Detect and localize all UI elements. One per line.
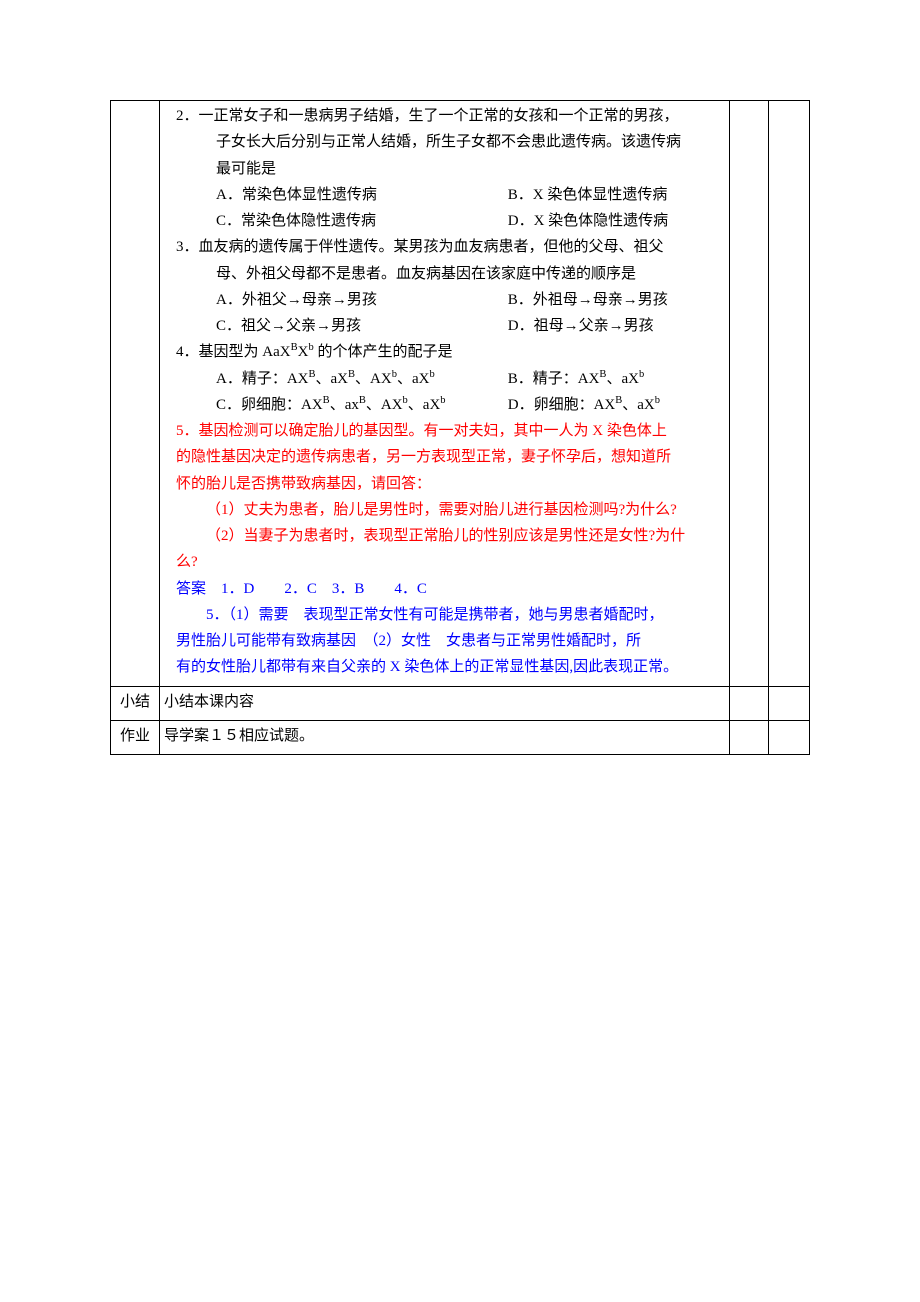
q2-option-c: C．常染色体隐性遗传病: [216, 208, 504, 234]
q4-c-s4: b: [440, 395, 445, 406]
q2-option-b: B．X 染色体显性遗传病: [508, 187, 668, 203]
q4-d-s2: b: [655, 395, 660, 406]
q4-a-m1: 、aX: [316, 371, 349, 387]
q3-option-d: D．祖母→父亲→男孩: [508, 318, 654, 334]
q4-d-pre: D．卵细胞：AX: [508, 397, 616, 413]
q4-b-m1: 、aX: [606, 371, 639, 387]
q4-options-row1: A．精子：AXB、aXB、AXb、aXb B．精子：AXB、aXb: [176, 366, 725, 392]
q4-stem: 4．基因型为 AaXBXb 的个体产生的配子是: [176, 339, 725, 365]
question-3: 3．血友病的遗传属于伴性遗传。某男孩为血友病患者，但他的父母、祖父 母、外祖父母…: [164, 234, 725, 339]
row3-extra1: [730, 720, 769, 754]
q3-option-b: B．外祖母→母亲→男孩: [508, 292, 668, 308]
answers-line3: 男性胎儿可能带有致病基因 （2）女性 女患者与正常男性婚配时，所: [176, 628, 725, 654]
homework-content: 导学案１５相应试题。: [160, 720, 730, 754]
q3-option-a: A．外祖父→母亲→男孩: [216, 287, 504, 313]
question-2: 2．一正常女子和一患病男子结婚，生了一个正常的女孩和一个正常的男孩， 子女长大后…: [164, 103, 725, 234]
q3-options-row1: A．外祖父→母亲→男孩 B．外祖母→母亲→男孩: [176, 287, 725, 313]
q2-options-row2: C．常染色体隐性遗传病 D．X 染色体隐性遗传病: [176, 208, 725, 234]
q4-option-a: A．精子：AXB、aXB、AXb、aXb: [216, 366, 504, 392]
q4-option-b: B．精子：AXB、aXb: [508, 371, 644, 387]
answers-line4: 有的女性胎儿都带有来自父亲的 X 染色体上的正常显性基因,因此表现正常。: [176, 654, 725, 680]
q3-stem-line1: 3．血友病的遗传属于伴性遗传。某男孩为血友病患者，但他的父母、祖父: [176, 234, 725, 260]
q4-c-s2: B: [359, 395, 366, 406]
homework-label: 作业: [111, 720, 160, 754]
q2-stem-line3: 最可能是: [176, 156, 725, 182]
q4-c-s1: B: [323, 395, 330, 406]
q4-option-d: D．卵细胞：AXB、aXb: [508, 397, 660, 413]
row2-extra2: [769, 686, 810, 720]
q3-stem-line2: 母、外祖父母都不是患者。血友病基因在该家庭中传递的顺序是: [176, 261, 725, 287]
answers-block: 答案 1．D 2．C 3．B 4．C 5．（1）需要 表现型正常女性有可能是携带…: [164, 576, 725, 681]
row3-extra2: [769, 720, 810, 754]
q4-b-s2: b: [639, 369, 644, 380]
q2-option-d: D．X 染色体隐性遗传病: [508, 213, 668, 229]
q5-line4: （1）丈夫为患者，胎儿是男性时，需要对胎儿进行基因检测吗?为什么?: [176, 497, 725, 523]
q3-options-row2: C．祖父→父亲→男孩 D．祖母→父亲→男孩: [176, 313, 725, 339]
summary-label: 小结: [111, 686, 160, 720]
q2-stem-line2: 子女长大后分别与正常人结婚，所生子女都不会患此遗传病。该遗传病: [176, 129, 725, 155]
question-5: 5．基因检测可以确定胎儿的基因型。有一对夫妇，其中一人为 X 染色体上 的隐性基…: [164, 418, 725, 576]
q5-line6: 么?: [176, 549, 725, 575]
q4-a-s3: b: [392, 369, 397, 380]
q5-line1: 5．基因检测可以确定胎儿的基因型。有一对夫妇，其中一人为 X 染色体上: [176, 418, 725, 444]
answers-line1: 答案 1．D 2．C 3．B 4．C: [176, 576, 725, 602]
row1-label-cell: [111, 101, 160, 687]
q4-sup1: B: [291, 342, 298, 353]
q4-c-s3: b: [403, 395, 408, 406]
q4-a-s4: b: [429, 369, 434, 380]
row1-extra1: [730, 101, 769, 687]
q2-option-a: A．常染色体显性遗传病: [216, 182, 504, 208]
q2-options-row1: A．常染色体显性遗传病 B．X 染色体显性遗传病: [176, 182, 725, 208]
question-4: 4．基因型为 AaXBXb 的个体产生的配子是 A．精子：AXB、aXB、AXb…: [164, 339, 725, 418]
q4-stem-post: 的个体产生的配子是: [314, 344, 453, 360]
row1-extra2: [769, 101, 810, 687]
q4-b-pre: B．精子：AX: [508, 371, 600, 387]
q5-line5: （2）当妻子为患者时，表现型正常胎儿的性别应该是男性还是女性?为什: [176, 523, 725, 549]
row1-content-cell: 2．一正常女子和一患病男子结婚，生了一个正常的女孩和一个正常的男孩， 子女长大后…: [160, 101, 730, 687]
q4-options-row2: C．卵细胞：AXB、axB、AXb、aXb D．卵细胞：AXB、aXb: [176, 392, 725, 418]
q3-option-c: C．祖父→父亲→男孩: [216, 313, 504, 339]
summary-content: 小结本课内容: [160, 686, 730, 720]
q4-c-m1: 、ax: [330, 397, 359, 413]
q4-stem-pre: 4．基因型为 AaX: [176, 344, 291, 360]
q4-c-pre: C．卵细胞：AX: [216, 397, 323, 413]
q4-d-m1: 、aX: [622, 397, 655, 413]
q2-stem-line1: 2．一正常女子和一患病男子结婚，生了一个正常的女孩和一个正常的男孩，: [176, 103, 725, 129]
page-container: 2．一正常女子和一患病男子结婚，生了一个正常的女孩和一个正常的男孩， 子女长大后…: [0, 0, 920, 795]
q4-a-s1: B: [309, 369, 316, 380]
row2-extra1: [730, 686, 769, 720]
document-table: 2．一正常女子和一患病男子结婚，生了一个正常的女孩和一个正常的男孩， 子女长大后…: [110, 100, 810, 755]
q4-option-c: C．卵细胞：AXB、axB、AXb、aXb: [216, 392, 504, 418]
q4-a-pre: A．精子：AX: [216, 371, 309, 387]
answers-line2: 5．（1）需要 表现型正常女性有可能是携带者，她与男患者婚配时，: [176, 602, 725, 628]
q5-line2: 的隐性基因决定的遗传病患者，另一方表现型正常，妻子怀孕后，想知道所: [176, 444, 725, 470]
table-row-summary: 小结 小结本课内容: [111, 686, 810, 720]
q4-mid1: X: [298, 344, 309, 360]
q5-line3: 怀的胎儿是否携带致病基因，请回答：: [176, 471, 725, 497]
table-row-main: 2．一正常女子和一患病男子结婚，生了一个正常的女孩和一个正常的男孩， 子女长大后…: [111, 101, 810, 687]
table-row-homework: 作业 导学案１５相应试题。: [111, 720, 810, 754]
q4-a-s2: B: [348, 369, 355, 380]
